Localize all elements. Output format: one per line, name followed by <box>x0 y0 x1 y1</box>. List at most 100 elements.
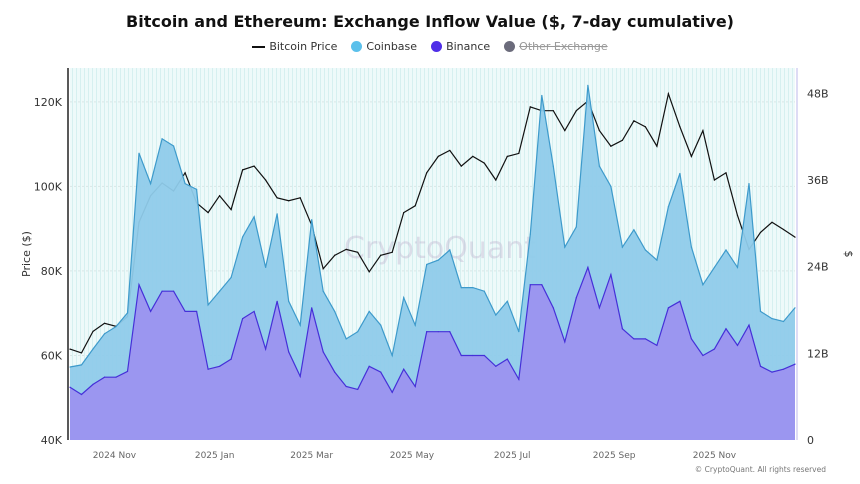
coinbase-point <box>115 325 117 328</box>
binance-point <box>242 318 244 320</box>
bitcoin-price-point <box>288 200 290 202</box>
bitcoin-price-point <box>460 165 462 167</box>
binance-point <box>184 310 186 313</box>
coinbase-point <box>299 324 301 326</box>
bitcoin-price-point <box>610 145 612 147</box>
coinbase-point <box>276 213 278 215</box>
binance-point <box>253 310 255 313</box>
y-tick-label: 100K <box>34 180 63 193</box>
binance-point <box>161 290 163 292</box>
dot-swatch-icon <box>351 41 363 52</box>
coinbase-point <box>529 233 531 235</box>
binance-point <box>334 371 336 373</box>
binance-point <box>552 307 554 309</box>
legend-item-binance[interactable]: Binance <box>431 40 490 53</box>
binance-point <box>713 348 716 350</box>
binance-point <box>265 348 267 350</box>
bitcoin-price-point <box>80 352 83 354</box>
coinbase-point <box>380 324 382 326</box>
binance-point <box>759 365 762 367</box>
coinbase-point <box>713 266 716 268</box>
x-tick-label: 2025 Sep <box>593 451 636 461</box>
coinbase-point <box>426 263 428 266</box>
coinbase-point <box>230 276 232 279</box>
binance-point <box>690 338 693 340</box>
bitcoin-price-point <box>633 120 635 122</box>
binance-point <box>149 310 152 313</box>
bitcoin-price-point <box>265 179 267 181</box>
binance-point <box>460 354 462 357</box>
bitcoin-price-point <box>575 110 577 112</box>
binance-point <box>207 368 209 370</box>
binance-point <box>472 354 474 357</box>
coinbase-point <box>345 338 347 340</box>
coinbase-point <box>265 266 267 268</box>
bitcoin-price-point <box>380 254 382 256</box>
legend-item-coinbase[interactable]: Coinbase <box>351 40 417 53</box>
bitcoin-price-point <box>725 172 727 174</box>
binance-point <box>575 297 577 299</box>
binance-point <box>403 368 405 370</box>
coinbase-point <box>782 320 785 323</box>
binance-point <box>380 371 382 373</box>
binance-point <box>80 393 83 396</box>
bitcoin-price-point <box>759 231 762 234</box>
coinbase-point <box>552 165 554 167</box>
bitcoin-price-point <box>368 271 370 273</box>
coinbase-point <box>242 236 244 238</box>
bitcoin-price-point <box>690 155 693 157</box>
coinbase-point <box>103 333 106 335</box>
binance-point <box>483 354 485 357</box>
binance-point <box>426 331 428 333</box>
coinbase-point <box>80 364 83 366</box>
binance-line <box>69 265 796 396</box>
coinbase-point <box>541 94 543 97</box>
binance-point <box>92 383 94 385</box>
binance-point <box>610 273 612 276</box>
bitcoin-price-point <box>426 172 428 174</box>
coinbase-point <box>748 182 750 185</box>
legend-item-other-exchange[interactable]: Other Exchange <box>504 40 608 53</box>
binance-point <box>656 344 658 346</box>
bitcoin-price-point <box>299 197 301 199</box>
coinbase-point <box>610 185 612 188</box>
dot-swatch-icon <box>504 41 516 52</box>
bitcoin-price-point <box>564 129 566 132</box>
legend: Bitcoin Price Coinbase Binance Other Exc… <box>0 40 860 53</box>
coinbase-point <box>621 246 623 248</box>
coinbase-point <box>195 188 198 190</box>
coinbase-point <box>690 246 693 248</box>
bitcoin-price-point <box>230 209 232 211</box>
bitcoin-price-point <box>334 254 336 256</box>
binance-point <box>598 307 600 309</box>
bitcoin-price-point <box>782 228 785 231</box>
bitcoin-price-point <box>276 197 278 199</box>
legend-label: Coinbase <box>366 40 418 53</box>
bitcoin-price-point <box>736 214 739 217</box>
bitcoin-price-point <box>391 251 393 253</box>
coinbase-point <box>495 314 497 316</box>
coinbase-point <box>506 300 508 302</box>
coinbase-point <box>92 348 94 350</box>
bitcoin-price-point <box>357 251 359 253</box>
bitcoin-price-point <box>414 205 416 207</box>
coinbase-point <box>253 216 255 218</box>
binance-point <box>311 307 313 309</box>
bitcoin-price-point <box>506 155 508 157</box>
coinbase-point <box>667 206 670 208</box>
coinbase-point <box>575 226 577 228</box>
bitcoin-price-point <box>598 129 600 132</box>
coinbase-point <box>219 290 221 292</box>
binance-point <box>437 331 439 333</box>
binance-point <box>449 331 451 333</box>
dot-swatch-icon <box>431 41 443 52</box>
legend-item-bitcoin-price[interactable]: Bitcoin Price <box>252 40 337 53</box>
binance-point <box>357 388 359 391</box>
y2-tick-label: 36B <box>807 174 829 187</box>
x-tick-label: 2024 Nov <box>93 451 137 461</box>
y2-tick-label: 24B <box>807 261 829 274</box>
coinbase-point <box>357 331 359 333</box>
bitcoin-price-point <box>483 162 485 164</box>
coinbase-point <box>437 259 439 261</box>
coinbase-point <box>598 165 600 167</box>
